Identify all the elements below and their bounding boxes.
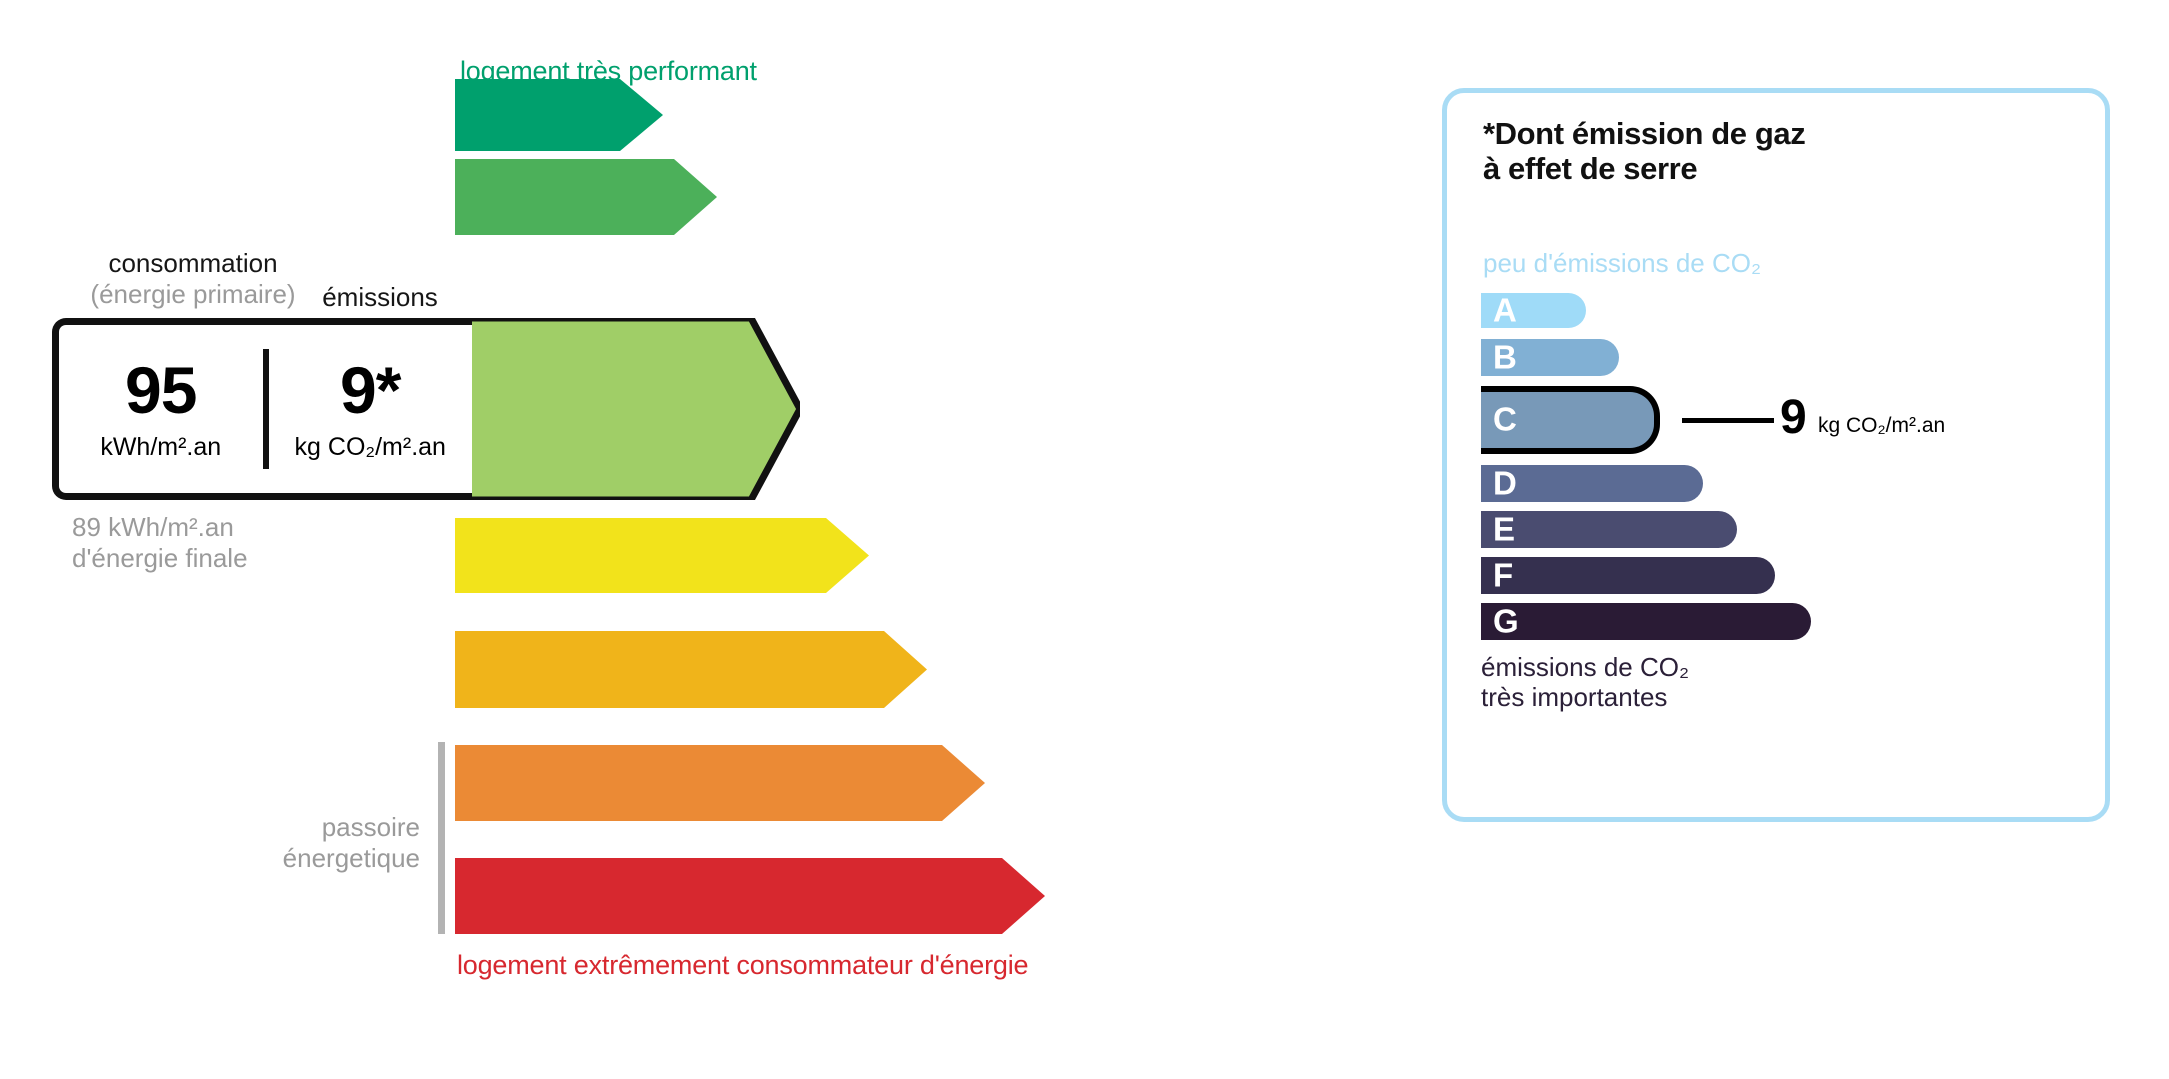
co2-class-letter-d: D — [1493, 464, 1517, 502]
consumption-value: 95 — [125, 352, 197, 427]
consumption-unit: kWh/m².an — [100, 432, 222, 461]
energy-class-row-f: F — [455, 745, 985, 821]
co2-class-letter-e: E — [1493, 510, 1516, 548]
energy-arrow-d — [455, 518, 869, 593]
co2-bar-g — [1481, 603, 1811, 640]
final-energy-line2: d'énergie finale — [72, 542, 248, 573]
energy-arrow-g — [455, 858, 1045, 934]
co2-title-line1: *Dont émission de gaz — [1483, 116, 1806, 151]
energy-arrow-b — [455, 159, 717, 235]
consumption-header-main: consommation — [108, 248, 278, 278]
passoire-label: passoire énergetique — [225, 812, 420, 873]
co2-class-row-g: G — [1481, 603, 1811, 640]
emissions-header: émissions — [322, 282, 438, 312]
passoire-line2: énergetique — [282, 842, 420, 873]
consumption-cell: 95 kWh/m².an — [59, 325, 263, 493]
co2-class-row-a: A — [1481, 293, 1586, 328]
value-box: 95 kWh/m².an 9* kg CO₂/m².an — [52, 318, 472, 500]
co2-class-letter-c: C — [1493, 400, 1517, 438]
co2-value: 9 — [1780, 391, 1807, 444]
energy-class-row-b: B — [455, 159, 717, 235]
co2-class-letter-f: F — [1493, 556, 1514, 594]
co2-bar-f — [1481, 557, 1775, 594]
co2-title-line2: à effet de serre — [1483, 150, 1698, 186]
co2-class-row-e: E — [1481, 511, 1737, 548]
final-energy-note: 89 kWh/m².an d'énergie finale — [72, 512, 372, 573]
co2-bottom-label: émissions de CO₂ très importantes — [1481, 652, 1690, 712]
emissions-unit: kg CO₂/m².an — [294, 432, 446, 461]
co2-bottom-line2: très importantes — [1481, 681, 1668, 712]
consumption-header-sub: (énergie primaire) — [90, 279, 296, 309]
co2-bar-a — [1481, 293, 1586, 328]
co2-panel-title: *Dont émission de gaz à effet de serre — [1483, 116, 1806, 186]
value-box-divider — [262, 349, 269, 469]
co2-top-label: peu d'émissions de CO₂ — [1483, 248, 1762, 278]
co2-class-row-b: B — [1481, 339, 1619, 376]
energy-bottom-label: logement extrêmement consommateur d'éner… — [457, 950, 1029, 980]
energy-arrow-a — [455, 79, 663, 151]
emissions-value: 9* — [340, 352, 401, 427]
energy-class-row-d: D — [455, 518, 869, 593]
co2-bottom-line1: émissions de CO₂ — [1481, 652, 1690, 682]
co2-class-row-f: F — [1481, 557, 1775, 594]
passoire-line1: passoire — [321, 812, 420, 842]
co2-value-unit: kg CO₂/m².an — [1818, 414, 1946, 437]
co2-class-row-c: C — [1481, 386, 1660, 454]
emissions-cell: 9* kg CO₂/m².an — [269, 325, 473, 493]
energy-arrow-e — [455, 631, 927, 708]
co2-panel: *Dont émission de gaz à effet de serre p… — [1442, 88, 2110, 822]
passoire-bracket — [438, 742, 445, 934]
energy-arrow-f — [455, 745, 985, 821]
consumption-header: consommation (énergie primaire) — [68, 248, 318, 310]
co2-class-letter-g: G — [1493, 602, 1519, 640]
final-energy-line1: 89 kWh/m².an — [72, 512, 234, 542]
co2-leader-line — [1682, 418, 1774, 423]
co2-class-letter-b: B — [1493, 338, 1517, 376]
co2-bar-d — [1481, 465, 1703, 502]
energy-class-row-g: G — [455, 858, 1045, 934]
co2-bar-e — [1481, 511, 1737, 548]
energy-class-row-a: A — [455, 79, 663, 151]
energy-arrow-c — [455, 318, 800, 500]
energy-class-row-c: C — [451, 316, 800, 500]
co2-bar-b — [1481, 339, 1619, 376]
co2-bar-c — [1481, 386, 1660, 454]
co2-class-row-d: D — [1481, 465, 1703, 502]
energy-class-row-e: E — [455, 631, 927, 708]
co2-class-letter-a: A — [1493, 291, 1517, 329]
